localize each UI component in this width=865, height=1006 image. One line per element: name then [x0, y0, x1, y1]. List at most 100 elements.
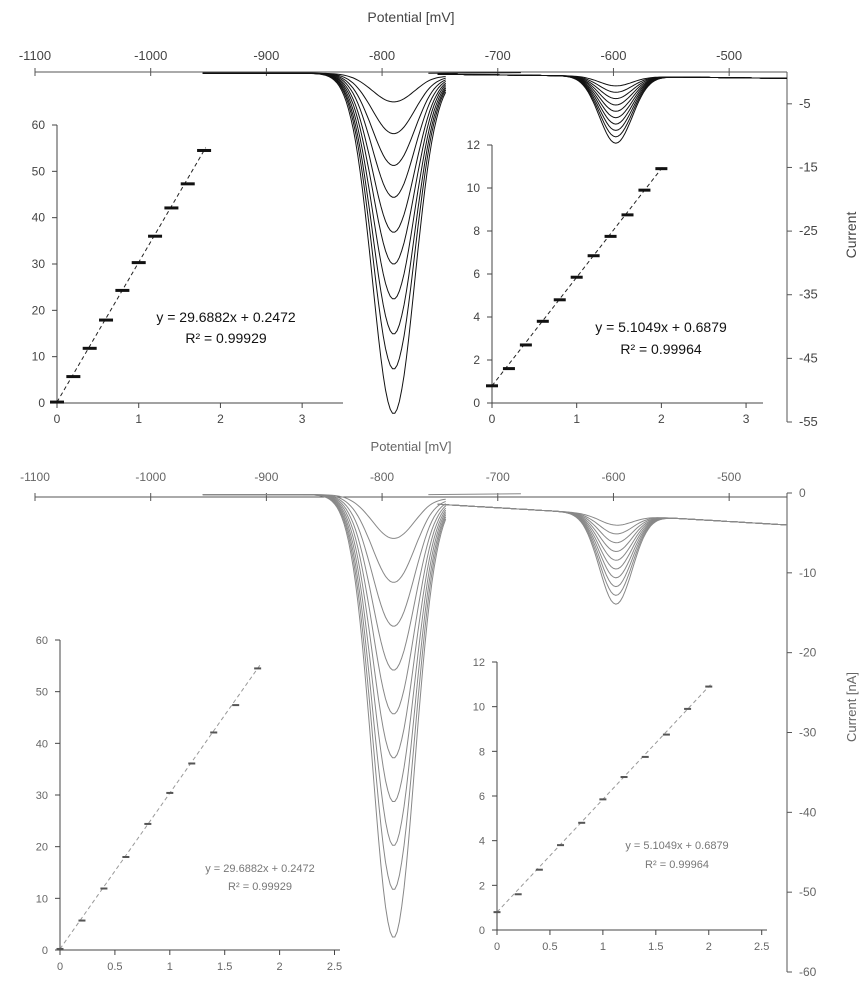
trend-line [491, 166, 664, 387]
voltammogram-peak-2 [437, 73, 788, 131]
inset-y-tick-label: 0 [38, 396, 45, 410]
x-tick-label: -1100 [20, 470, 50, 484]
data-point [641, 755, 649, 758]
bottom-panel: -1100 -1000 -900 -800 -700 -600 -500Potential … [20, 439, 859, 979]
data-point [604, 234, 617, 238]
voltammogram-peak-1 [202, 494, 446, 539]
voltammogram-peak-1 [202, 72, 446, 135]
inset-y-tick-label: 2 [473, 353, 480, 367]
inset-x-tick-label: 0 [489, 412, 496, 426]
data-point [486, 384, 498, 388]
inset-x-tick-label: 1.5 [217, 961, 232, 973]
inset-y-tick-label: 12 [473, 657, 485, 669]
r-squared: R² = 0.99964 [645, 859, 709, 871]
y-tick-label: -50 [799, 885, 817, 899]
data-point [99, 318, 114, 322]
inset-x-tick-label: 1 [573, 412, 580, 426]
inset-y-tick-label: 50 [36, 687, 48, 699]
data-point [599, 798, 607, 801]
inset-x-tick-label: 0 [57, 961, 63, 973]
voltammogram-peak-2 [437, 503, 788, 553]
y-tick-label: -55 [799, 414, 818, 429]
data-point [536, 319, 549, 323]
voltammogram-peak-1 [202, 72, 447, 300]
voltammogram-peak-2 [437, 73, 788, 106]
voltammogram-peak-1 [202, 72, 447, 414]
y-tick-label: -10 [799, 566, 817, 580]
inset-y-tick-label: 0 [473, 396, 480, 410]
voltammogram-peak-2 [437, 73, 788, 87]
trend-line [496, 683, 712, 913]
inset-x-tick-label: 1 [600, 941, 606, 953]
data-point [514, 893, 522, 896]
voltammogram-peak-1 [202, 72, 446, 198]
x-tick-label: -1000 [135, 470, 166, 484]
data-point [144, 822, 152, 825]
data-point [188, 762, 196, 765]
data-point [164, 206, 179, 210]
calibration-inset: 0 10 20 30 40 50 60 0 1 2 3 y = 29.6882x + 0.2472 R²… [32, 118, 343, 426]
x-tick-label: -600 [601, 470, 625, 484]
y-tick-label: -25 [799, 223, 818, 238]
y-tick-label: 0 [799, 486, 806, 500]
x-axis-title: Potential [mV] [367, 9, 454, 25]
voltammogram-peak-2 [437, 73, 788, 144]
inset-x-tick-label: 2.5 [754, 941, 769, 953]
y-tick-label: -30 [799, 726, 817, 740]
voltammogram-peak-2 [437, 503, 788, 596]
voltammogram-peak-1 [202, 72, 447, 233]
y-axis-title: Current [nA] [844, 672, 859, 742]
data-point [519, 343, 532, 347]
data-point [180, 182, 195, 186]
inset-y-tick-label: 60 [32, 118, 46, 132]
inset-y-tick-label: 10 [473, 702, 485, 714]
y-tick-label: -15 [799, 159, 818, 174]
data-point [210, 731, 218, 734]
voltammogram-peak-1 [202, 72, 446, 103]
data-point [50, 400, 64, 404]
voltammogram-peak-2 [437, 503, 788, 579]
inset-y-tick-label: 30 [32, 257, 46, 271]
data-point [684, 707, 692, 710]
regression-equation: y = 5.1049x + 0.6879 [625, 840, 728, 852]
voltammogram-peak-2 [437, 503, 788, 605]
x-tick-label: -700 [485, 48, 511, 63]
data-point [197, 148, 212, 152]
inset-x-tick-label: 0.5 [107, 961, 122, 973]
data-point [66, 375, 81, 379]
x-tick-label: -500 [716, 48, 742, 63]
x-tick-label: -500 [717, 470, 741, 484]
voltammogram-peak-2 [437, 503, 788, 561]
calibration-inset: 0 2 4 6 8 10 12 0 0.5 1 1.5 2 2.5 y = 5.1049x + 0.687… [473, 657, 770, 953]
voltammogram-peak-1 [202, 494, 447, 802]
data-point [553, 298, 566, 302]
inset-y-tick-label: 12 [467, 138, 481, 152]
data-point [115, 288, 130, 292]
data-point [705, 685, 713, 688]
data-point [131, 261, 146, 265]
inset-y-tick-label: 60 [36, 635, 48, 647]
inset-y-tick-label: 0 [479, 925, 485, 937]
data-point [100, 887, 108, 890]
voltammogram-peak-1 [202, 494, 446, 583]
inset-y-tick-label: 50 [32, 164, 46, 178]
inset-x-tick-label: 0 [494, 941, 500, 953]
inset-y-tick-label: 40 [32, 211, 46, 225]
inset-x-tick-label: 2 [706, 941, 712, 953]
inset-x-tick-label: 2 [217, 412, 224, 426]
y-tick-label: -20 [799, 646, 817, 660]
voltammogram-peak-1 [202, 494, 446, 627]
inset-y-tick-label: 10 [467, 181, 481, 195]
inset-y-tick-label: 6 [473, 267, 480, 281]
trend-line [56, 147, 207, 403]
voltammogram-peak-2 [437, 503, 788, 588]
data-point [232, 704, 240, 707]
inset-y-tick-label: 4 [473, 310, 480, 324]
inset-y-tick-label: 10 [36, 893, 48, 905]
x-tick-label: -900 [254, 470, 278, 484]
data-point [166, 791, 174, 794]
inset-x-tick-label: 0 [54, 412, 61, 426]
inset-y-tick-label: 6 [479, 791, 485, 803]
